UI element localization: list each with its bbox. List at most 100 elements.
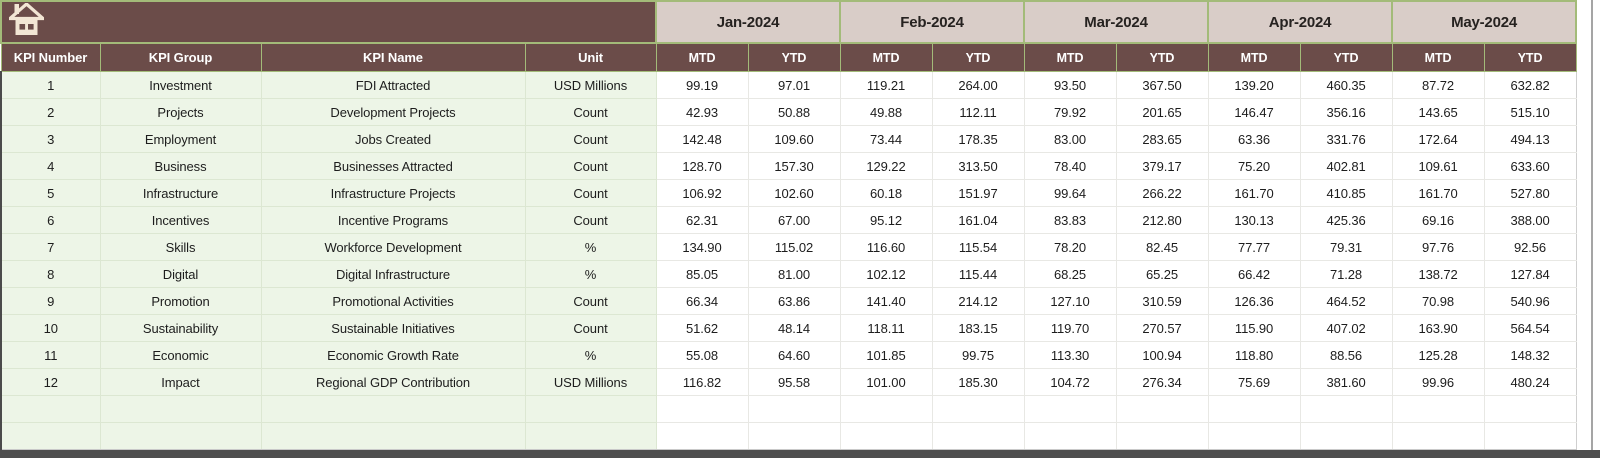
empty-cell[interactable]: [931, 395, 1025, 423]
cell-value[interactable]: 460.35: [1299, 71, 1393, 99]
cell-value[interactable]: 92.56: [1483, 233, 1577, 261]
cell-value[interactable]: 540.96: [1483, 287, 1577, 315]
cell-unit[interactable]: Count: [524, 287, 657, 315]
cell-value[interactable]: 201.65: [1115, 98, 1209, 126]
cell-value[interactable]: 127.10: [1023, 287, 1117, 315]
cell-value[interactable]: 163.90: [1391, 314, 1485, 342]
cell-value[interactable]: 143.65: [1391, 98, 1485, 126]
cell-value[interactable]: 515.10: [1483, 98, 1577, 126]
cell-value[interactable]: 109.61: [1391, 152, 1485, 180]
cell-value[interactable]: 266.22: [1115, 179, 1209, 207]
empty-cell[interactable]: [1299, 395, 1393, 423]
cell-value[interactable]: 410.85: [1299, 179, 1393, 207]
cell-value[interactable]: 564.54: [1483, 314, 1577, 342]
cell-value[interactable]: 50.88: [747, 98, 841, 126]
cell-unit[interactable]: Count: [524, 152, 657, 180]
cell-value[interactable]: 113.30: [1023, 341, 1117, 369]
cell-value[interactable]: 112.11: [931, 98, 1025, 126]
cell-value[interactable]: 116.82: [655, 368, 749, 396]
cell-value[interactable]: 151.97: [931, 179, 1025, 207]
cell-kpi-group[interactable]: Business: [99, 152, 262, 180]
mtd-header-4[interactable]: MTD: [1207, 42, 1301, 72]
cell-value[interactable]: 125.28: [1391, 341, 1485, 369]
cell-value[interactable]: 388.00: [1483, 206, 1577, 234]
column-header-4[interactable]: Unit: [524, 42, 657, 72]
cell-value[interactable]: 101.85: [839, 341, 933, 369]
ytd-header-5[interactable]: YTD: [1483, 42, 1577, 72]
cell-value[interactable]: 97.01: [747, 71, 841, 99]
empty-cell[interactable]: [524, 422, 657, 450]
cell-kpi-number[interactable]: 3: [0, 125, 101, 153]
empty-cell[interactable]: [747, 395, 841, 423]
cell-value[interactable]: 75.20: [1207, 152, 1301, 180]
cell-value[interactable]: 77.77: [1207, 233, 1301, 261]
cell-value[interactable]: 119.70: [1023, 314, 1117, 342]
cell-kpi-name[interactable]: FDI Attracted: [260, 71, 526, 99]
empty-cell[interactable]: [1391, 395, 1485, 423]
cell-unit[interactable]: %: [524, 341, 657, 369]
cell-value[interactable]: 55.08: [655, 341, 749, 369]
empty-cell[interactable]: [747, 422, 841, 450]
cell-value[interactable]: 69.16: [1391, 206, 1485, 234]
cell-value[interactable]: 99.75: [931, 341, 1025, 369]
cell-value[interactable]: 102.60: [747, 179, 841, 207]
empty-cell[interactable]: [839, 422, 933, 450]
cell-kpi-group[interactable]: Incentives: [99, 206, 262, 234]
cell-value[interactable]: 161.70: [1391, 179, 1485, 207]
empty-cell[interactable]: [0, 395, 101, 423]
cell-kpi-group[interactable]: Infrastructure: [99, 179, 262, 207]
cell-kpi-number[interactable]: 12: [0, 368, 101, 396]
cell-value[interactable]: 49.88: [839, 98, 933, 126]
cell-value[interactable]: 99.64: [1023, 179, 1117, 207]
cell-value[interactable]: 51.62: [655, 314, 749, 342]
cell-value[interactable]: 118.80: [1207, 341, 1301, 369]
cell-value[interactable]: 83.83: [1023, 206, 1117, 234]
mtd-header-1[interactable]: MTD: [655, 42, 749, 72]
cell-kpi-name[interactable]: Promotional Activities: [260, 287, 526, 315]
month-header-5[interactable]: May-2024: [1391, 0, 1578, 44]
cell-value[interactable]: 106.92: [655, 179, 749, 207]
cell-value[interactable]: 82.45: [1115, 233, 1209, 261]
empty-cell[interactable]: [260, 422, 526, 450]
cell-value[interactable]: 116.60: [839, 233, 933, 261]
cell-value[interactable]: 78.20: [1023, 233, 1117, 261]
home-cell[interactable]: [0, 0, 657, 44]
cell-value[interactable]: 161.70: [1207, 179, 1301, 207]
cell-unit[interactable]: USD Millions: [524, 71, 657, 99]
cell-kpi-group[interactable]: Economic: [99, 341, 262, 369]
empty-cell[interactable]: [524, 395, 657, 423]
cell-kpi-number[interactable]: 10: [0, 314, 101, 342]
cell-value[interactable]: 48.14: [747, 314, 841, 342]
cell-value[interactable]: 109.60: [747, 125, 841, 153]
cell-value[interactable]: 381.60: [1299, 368, 1393, 396]
cell-value[interactable]: 63.36: [1207, 125, 1301, 153]
cell-kpi-number[interactable]: 4: [0, 152, 101, 180]
cell-value[interactable]: 527.80: [1483, 179, 1577, 207]
cell-kpi-group[interactable]: Skills: [99, 233, 262, 261]
cell-value[interactable]: 139.20: [1207, 71, 1301, 99]
cell-value[interactable]: 99.96: [1391, 368, 1485, 396]
cell-value[interactable]: 185.30: [931, 368, 1025, 396]
cell-value[interactable]: 66.34: [655, 287, 749, 315]
empty-cell[interactable]: [655, 422, 749, 450]
cell-value[interactable]: 101.00: [839, 368, 933, 396]
empty-cell[interactable]: [99, 395, 262, 423]
mtd-header-2[interactable]: MTD: [839, 42, 933, 72]
cell-value[interactable]: 115.90: [1207, 314, 1301, 342]
cell-value[interactable]: 142.48: [655, 125, 749, 153]
empty-cell[interactable]: [1483, 422, 1577, 450]
cell-kpi-number[interactable]: 1: [0, 71, 101, 99]
cell-value[interactable]: 130.13: [1207, 206, 1301, 234]
cell-value[interactable]: 138.72: [1391, 260, 1485, 288]
empty-cell[interactable]: [0, 422, 101, 450]
cell-value[interactable]: 127.84: [1483, 260, 1577, 288]
cell-value[interactable]: 464.52: [1299, 287, 1393, 315]
cell-value[interactable]: 79.92: [1023, 98, 1117, 126]
cell-unit[interactable]: Count: [524, 314, 657, 342]
cell-unit[interactable]: USD Millions: [524, 368, 657, 396]
cell-unit[interactable]: Count: [524, 98, 657, 126]
mtd-header-3[interactable]: MTD: [1023, 42, 1117, 72]
month-header-3[interactable]: Mar-2024: [1022, 0, 1210, 44]
mtd-header-5[interactable]: MTD: [1391, 42, 1485, 72]
cell-value[interactable]: 67.00: [747, 206, 841, 234]
